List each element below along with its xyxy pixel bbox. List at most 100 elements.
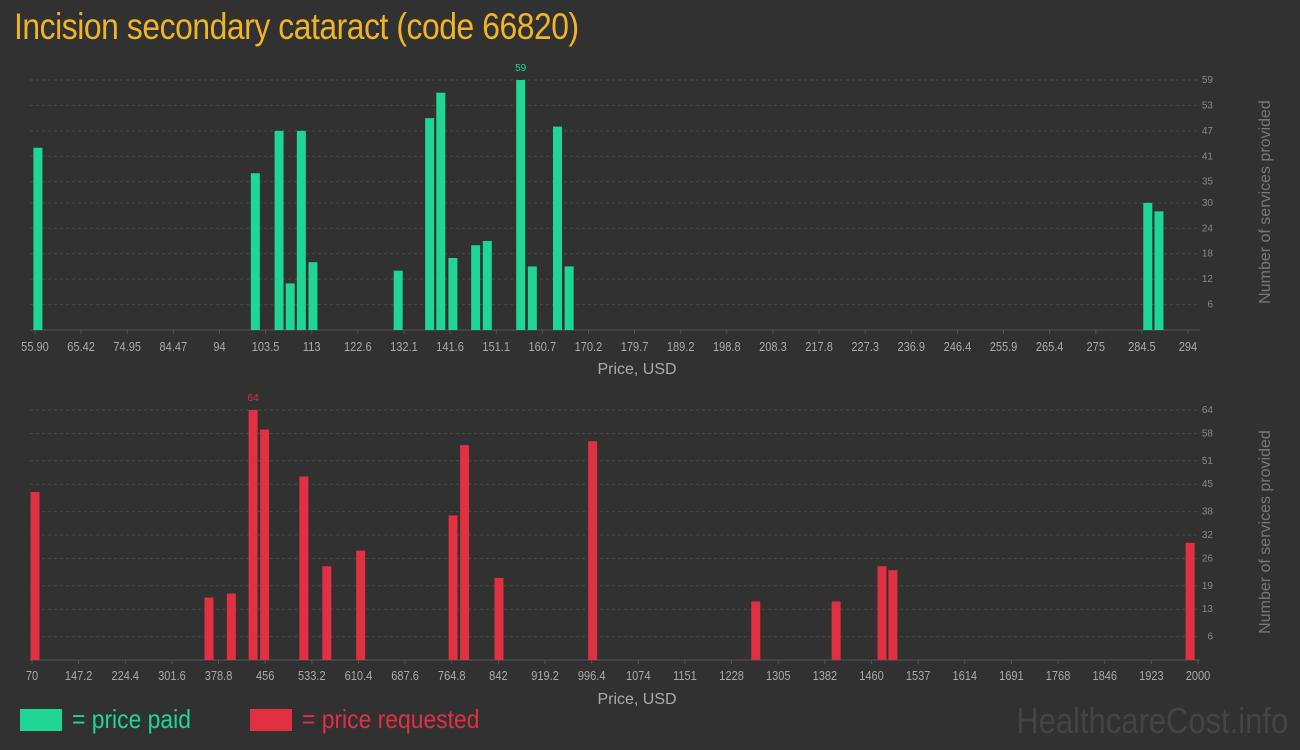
x-tick-label: 265.4 [1036,339,1064,354]
x-tick-label: 94 [213,339,226,354]
x-tick-label: 378.8 [205,668,233,683]
x-tick-label: 160.7 [529,339,557,354]
x-tick-label: 103.5 [252,339,280,354]
x-tick-label: 1074 [626,668,651,683]
x-tick-label: 1460 [859,668,884,683]
x-tick-label: 151.1 [482,339,510,354]
legend-paid-swatch [20,708,62,731]
bar [285,283,295,330]
y-tick-label: 30 [1202,198,1214,209]
y-tick-label: 12 [1202,274,1214,285]
x-tick-label: 919.2 [531,668,559,683]
y-tick-label: 51 [1202,456,1214,467]
bar [204,597,214,660]
x-tick-label: 764.8 [438,668,466,683]
x-tick-label: 236.9 [897,339,925,354]
bar [1154,211,1164,330]
y-tick-label: 13 [1202,604,1214,615]
x-tick-label: 842 [489,668,508,683]
bar [516,80,526,330]
x-axis-label: Price, USD [597,361,676,378]
bar [30,492,40,660]
x-tick-label: 456 [256,668,275,683]
legend-requested: = price requested [250,704,504,735]
bar [888,570,898,660]
y-tick-label: 47 [1202,126,1214,137]
x-tick-label: 84.47 [160,339,188,354]
legend-requested-swatch [250,708,292,731]
x-tick-label: 198.8 [713,339,741,354]
x-tick-label: 1846 [1092,668,1117,683]
bar [877,566,887,660]
bar [1143,202,1153,330]
x-tick-label: 301.6 [158,668,186,683]
x-tick-label: 275 [1087,339,1106,354]
x-tick-label: 227.3 [851,339,879,354]
x-tick-label: 1382 [813,668,838,683]
bar [564,266,574,330]
x-tick-label: 65.42 [67,339,95,354]
bar [751,601,761,660]
x-tick-label: 170.2 [575,339,603,354]
y-tick-label: 32 [1202,530,1214,541]
x-tick-label: 141.6 [436,339,464,354]
bar [250,173,260,330]
y-tick-label: 26 [1202,553,1214,564]
x-tick-label: 132.1 [390,339,418,354]
bar [393,270,403,330]
y-tick-label: 45 [1202,479,1214,490]
bar [33,147,43,330]
y-axis-label: Number of services provided [1257,430,1274,634]
chart-requested: 6 13 19 26 32 38 45 51 58 64 70 147.2 224.4 301.6 378.… [26,393,1274,708]
bar [448,515,458,660]
bar [226,593,236,660]
x-tick-label: 113 [303,339,321,354]
x-tick-label: 217.8 [805,339,833,354]
x-tick-label: 224.4 [111,668,139,683]
bar [436,92,446,331]
x-tick-label: 294 [1179,339,1198,354]
y-tick-label: 19 [1202,581,1214,592]
legend-paid: = price paid [20,704,207,735]
y-tick-label: 53 [1202,100,1214,111]
x-tick-label: 55.90 [21,339,49,354]
bar [588,441,598,660]
bar [527,266,537,330]
bar [553,126,563,330]
peak-value-label: 64 [248,393,260,404]
bar [356,550,366,660]
x-tick-label: 122.6 [344,339,372,354]
x-tick-label: 246.4 [944,339,972,354]
bar [471,245,481,330]
x-tick-label: 533.2 [298,668,326,683]
bar [299,476,309,660]
x-axis-label: Price, USD [597,691,676,708]
legend-paid-label: = price paid [72,704,191,734]
watermark: HealthcareCost.info [1016,700,1288,741]
x-tick-label: 1228 [719,668,744,683]
x-tick-label: 1151 [673,668,697,683]
x-tick-label: 2000 [1186,668,1211,683]
bar [482,241,492,330]
x-tick-label: 996.4 [578,668,606,683]
x-tick-label: 1614 [953,668,978,683]
bar [274,130,284,330]
x-tick-label: 1768 [1046,668,1071,683]
bar [831,601,841,660]
y-tick-label: 64 [1202,405,1214,416]
bar [260,429,270,660]
bar [448,257,458,330]
bar [460,445,470,660]
y-tick-label: 6 [1207,632,1213,643]
y-tick-label: 6 [1207,300,1213,311]
y-tick-label: 24 [1202,223,1214,234]
x-tick-label: 189.2 [667,339,695,354]
x-tick-label: 255.9 [990,339,1018,354]
bar [494,577,504,660]
x-tick-label: 687.6 [391,668,419,683]
page-title: Incision secondary cataract (code 66820) [14,6,579,47]
x-tick-label: 1305 [766,668,791,683]
x-tick-label: 179.7 [621,339,649,354]
y-tick-label: 18 [1202,249,1214,260]
